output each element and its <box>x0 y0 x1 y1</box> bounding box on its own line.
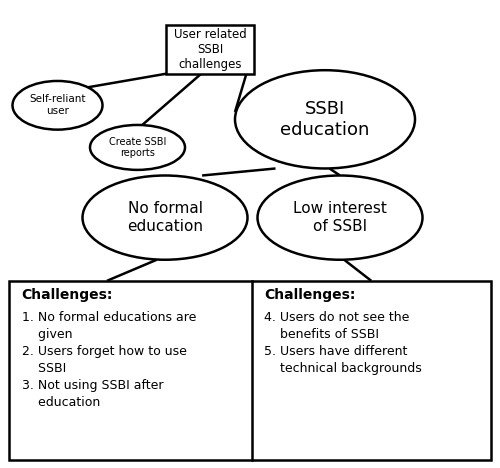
Text: SSBI
education: SSBI education <box>280 100 370 139</box>
Text: Challenges:: Challenges: <box>22 288 113 302</box>
Text: 4. Users do not see the
    benefits of SSBI
5. Users have different
    technic: 4. Users do not see the benefits of SSBI… <box>264 311 422 375</box>
Text: Low interest
of SSBI: Low interest of SSBI <box>293 201 387 234</box>
Ellipse shape <box>258 176 422 260</box>
Ellipse shape <box>90 125 185 170</box>
Text: Challenges:: Challenges: <box>264 288 356 302</box>
Ellipse shape <box>12 81 102 130</box>
Text: Self-reliant
user: Self-reliant user <box>29 95 86 116</box>
Text: User related
SSBI
challenges: User related SSBI challenges <box>174 28 246 71</box>
Ellipse shape <box>235 70 415 168</box>
Text: 1. No formal educations are
    given
2. Users forget how to use
    SSBI
3. Not: 1. No formal educations are given 2. Use… <box>22 311 196 409</box>
FancyBboxPatch shape <box>166 24 254 73</box>
Text: Create SSBI
reports: Create SSBI reports <box>109 137 166 158</box>
FancyBboxPatch shape <box>9 281 491 460</box>
Ellipse shape <box>82 176 247 260</box>
Text: No formal
education: No formal education <box>127 201 203 234</box>
